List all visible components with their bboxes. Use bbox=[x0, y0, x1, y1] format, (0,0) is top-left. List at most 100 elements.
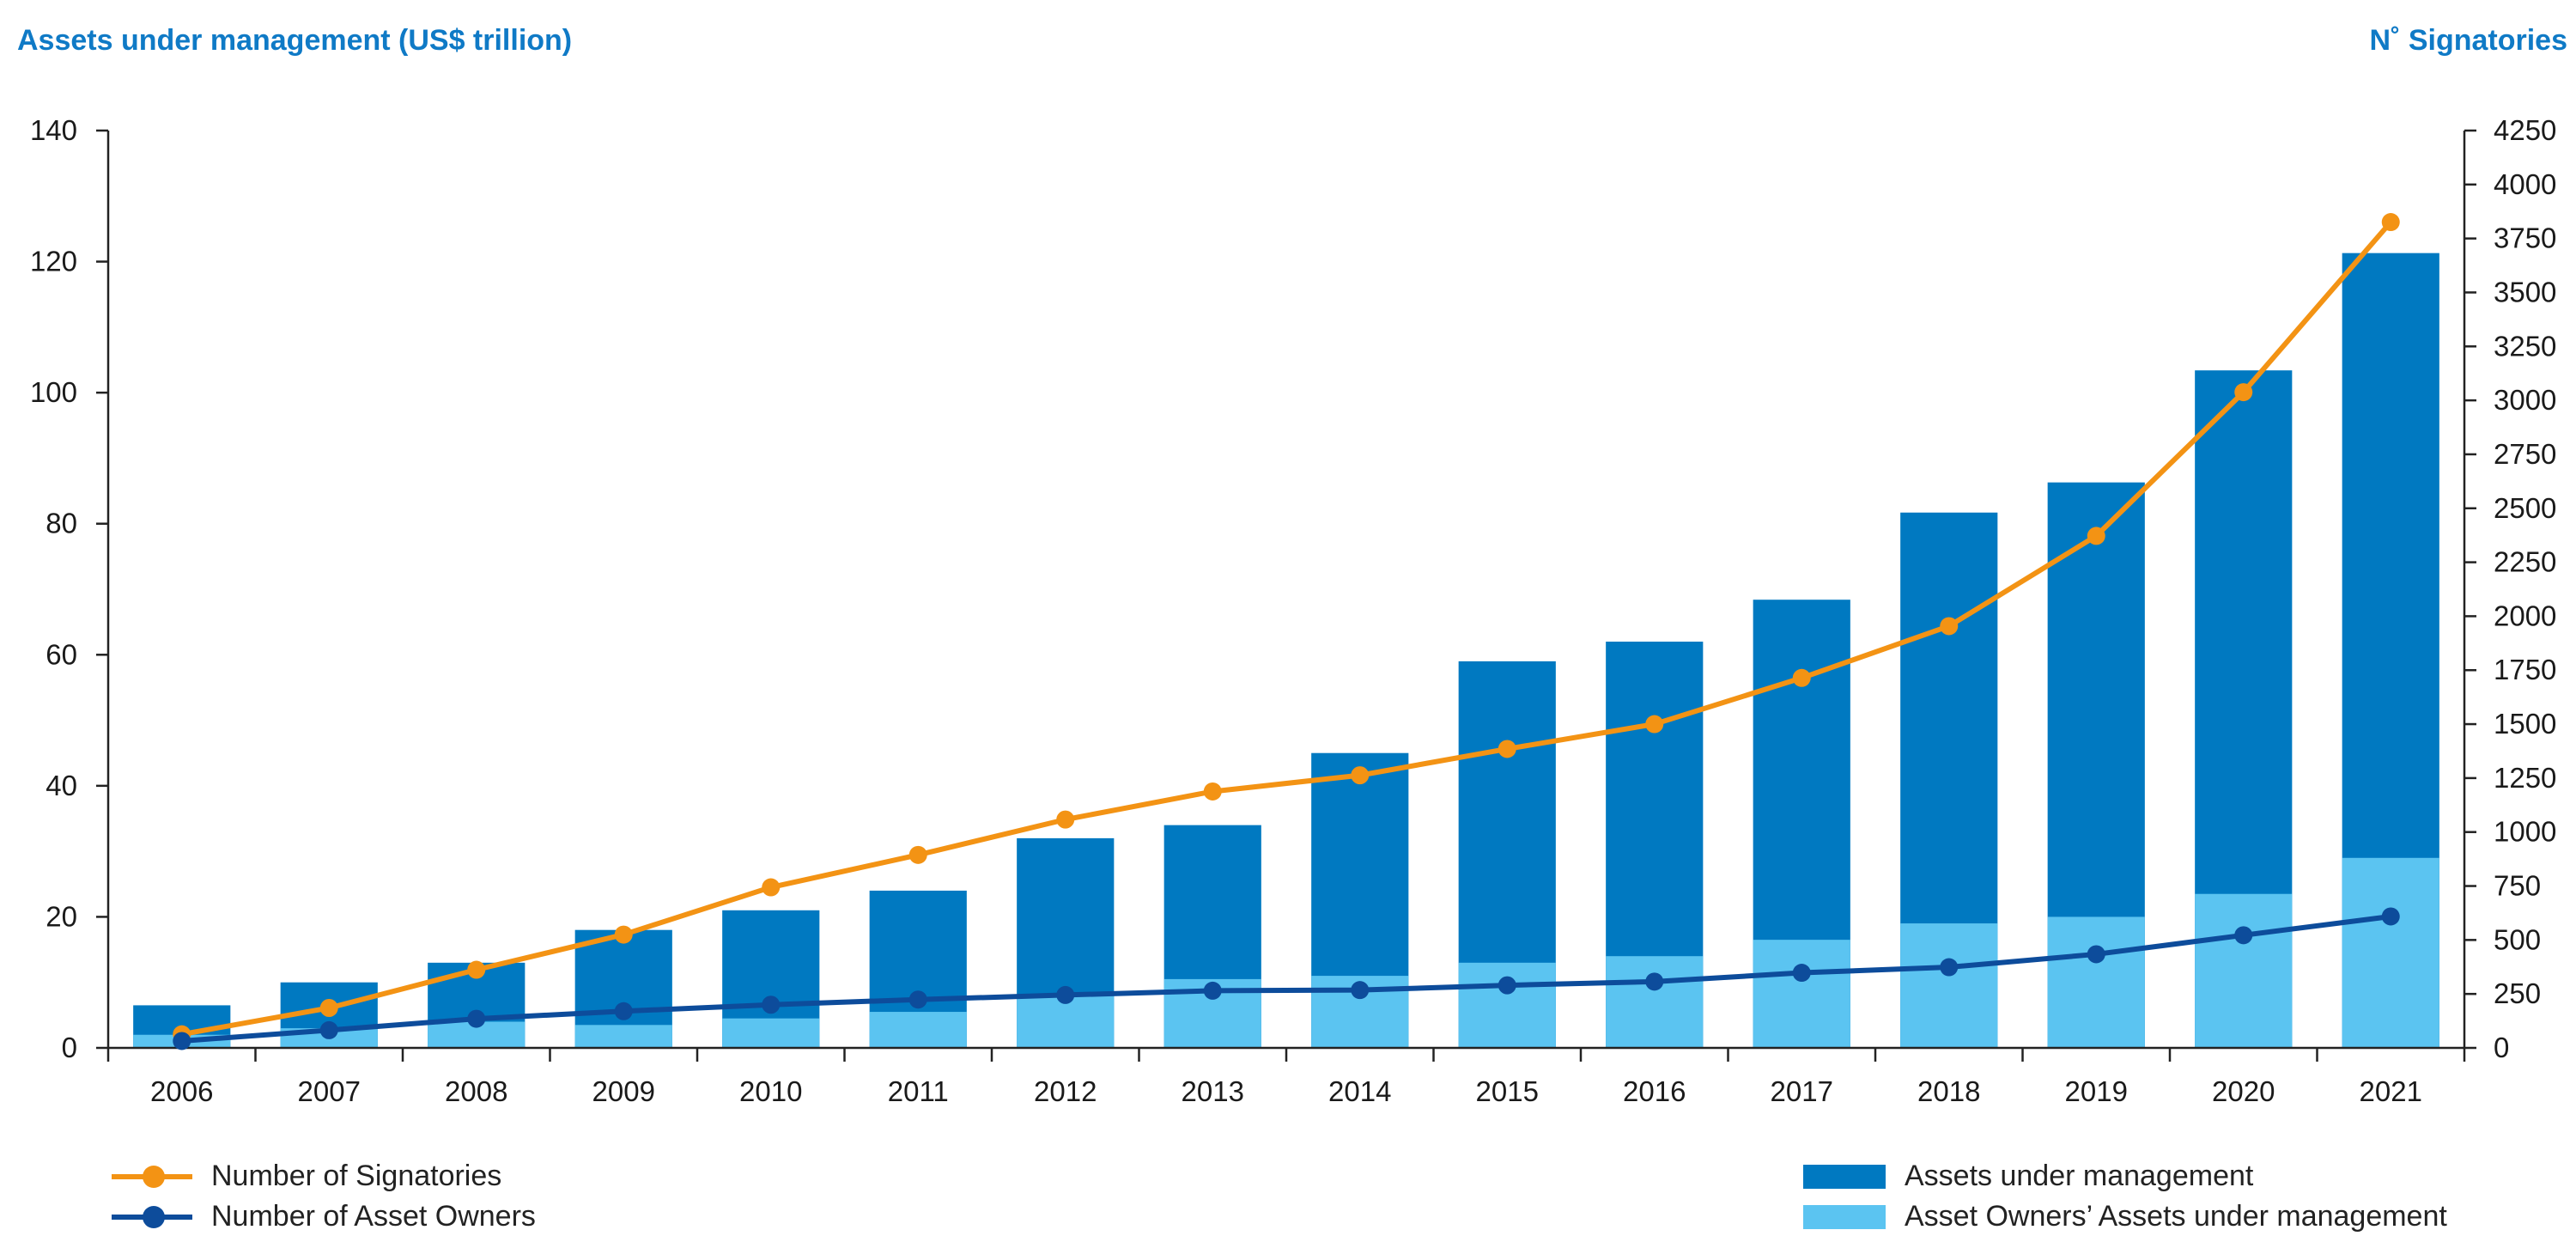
lines-layer bbox=[173, 213, 2400, 1050]
point-asset-owners-2010 bbox=[762, 995, 781, 1014]
left-tick-label: 80 bbox=[46, 508, 77, 539]
x-tick-label: 2012 bbox=[1034, 1075, 1097, 1107]
left-tick-label: 140 bbox=[30, 114, 77, 146]
point-signatories-2020 bbox=[2234, 383, 2253, 402]
left-tick-label: 100 bbox=[30, 376, 77, 408]
x-tick-label: 2014 bbox=[1328, 1075, 1391, 1107]
right-tick-label: 3250 bbox=[2494, 330, 2556, 362]
point-signatories-2007 bbox=[319, 999, 338, 1018]
right-tick-label: 4250 bbox=[2494, 114, 2556, 146]
point-asset-owners-2007 bbox=[319, 1020, 338, 1039]
x-tick-label: 2007 bbox=[298, 1075, 361, 1107]
x-tick-label: 2020 bbox=[2212, 1075, 2275, 1107]
point-asset-owners-2014 bbox=[1351, 981, 1370, 1000]
owner-aum-swatch bbox=[1803, 1204, 1886, 1229]
point-asset-owners-2018 bbox=[1940, 958, 1959, 977]
right-tick-label: 1750 bbox=[2494, 654, 2556, 685]
bar-owner-aum-2019 bbox=[2047, 916, 2145, 1048]
right-tick-label: 0 bbox=[2494, 1032, 2509, 1063]
bar-owner-aum-2021 bbox=[2342, 857, 2439, 1048]
left-tick-label: 120 bbox=[30, 246, 77, 277]
right-tick-label: 4000 bbox=[2494, 168, 2556, 200]
legend-label-aum: Assets under management bbox=[1905, 1160, 2254, 1192]
legend-item-owner-aum: Asset Owners’ Assets under management bbox=[1803, 1200, 2447, 1233]
x-tick-label: 2013 bbox=[1182, 1075, 1244, 1107]
left-tick-label: 40 bbox=[46, 770, 77, 801]
legend-label-asset-owners: Number of Asset Owners bbox=[211, 1200, 536, 1233]
bar-owner-aum-2016 bbox=[1606, 956, 1704, 1048]
left-tick-label: 20 bbox=[46, 900, 77, 932]
legend-label-owner-aum: Asset Owners’ Assets under management bbox=[1905, 1200, 2447, 1233]
point-signatories-2021 bbox=[2381, 213, 2400, 232]
legend-item-asset-owners: Number of Asset Owners bbox=[112, 1200, 536, 1233]
point-signatories-2012 bbox=[1056, 810, 1075, 829]
point-signatories-2019 bbox=[2087, 527, 2105, 545]
left-tick-label: 60 bbox=[46, 638, 77, 670]
x-tick-label: 2008 bbox=[445, 1075, 507, 1107]
point-asset-owners-2013 bbox=[1203, 981, 1222, 1000]
point-asset-owners-2021 bbox=[2381, 907, 2400, 926]
x-tick-label: 2018 bbox=[1917, 1075, 1980, 1107]
bar-owner-aum-2012 bbox=[1017, 995, 1115, 1048]
point-asset-owners-2006 bbox=[173, 1032, 191, 1050]
signatories-marker-swatch bbox=[143, 1165, 165, 1188]
point-signatories-2017 bbox=[1792, 668, 1811, 687]
line-asset-owners bbox=[181, 913, 2391, 1044]
x-tick-label: 2016 bbox=[1623, 1075, 1686, 1107]
aum-swatch bbox=[1803, 1164, 1886, 1189]
right-tick-label: 1250 bbox=[2494, 762, 2556, 794]
point-signatories-2013 bbox=[1203, 782, 1222, 801]
x-tick-label: 2017 bbox=[1771, 1075, 1833, 1107]
point-asset-owners-2017 bbox=[1792, 964, 1811, 983]
legend-item-aum: Assets under management bbox=[1803, 1160, 2253, 1193]
right-tick-label: 2000 bbox=[2494, 600, 2556, 631]
point-asset-owners-2011 bbox=[908, 990, 927, 1009]
x-tick-label: 2010 bbox=[739, 1075, 802, 1107]
point-asset-owners-2008 bbox=[467, 1009, 486, 1028]
x-tick-label: 2009 bbox=[592, 1075, 655, 1107]
point-signatories-2015 bbox=[1498, 740, 1516, 758]
x-tick-label: 2015 bbox=[1476, 1075, 1539, 1107]
point-signatories-2008 bbox=[467, 960, 486, 979]
point-asset-owners-2020 bbox=[2234, 926, 2253, 945]
point-signatories-2011 bbox=[908, 845, 927, 864]
point-signatories-2014 bbox=[1351, 766, 1370, 785]
point-asset-owners-2016 bbox=[1645, 972, 1664, 991]
right-axis-title: N˚ Signatories bbox=[2369, 24, 2567, 57]
bar-owner-aum-2009 bbox=[574, 1025, 672, 1048]
right-tick-label: 750 bbox=[2494, 870, 2541, 902]
right-tick-label: 1500 bbox=[2494, 708, 2556, 740]
bar-owner-aum-2011 bbox=[869, 1012, 967, 1048]
bar-owner-aum-2020 bbox=[2195, 893, 2293, 1048]
bar-owner-aum-2010 bbox=[722, 1018, 820, 1048]
legend-label-signatories: Number of Signatories bbox=[211, 1160, 502, 1192]
right-tick-label: 3750 bbox=[2494, 222, 2556, 254]
point-signatories-2018 bbox=[1940, 617, 1959, 636]
asset-owners-marker-swatch bbox=[143, 1205, 165, 1228]
signatories-line-swatch bbox=[112, 1165, 192, 1188]
x-tick-label: 2019 bbox=[2065, 1075, 2128, 1107]
right-tick-label: 250 bbox=[2494, 977, 2541, 1009]
point-signatories-2010 bbox=[762, 878, 781, 897]
axes-layer: 0 20 40 60 80 100 120 140 0 250 500 750 1000 1250 1500… bbox=[30, 114, 2556, 1107]
right-tick-label: 3000 bbox=[2494, 384, 2556, 416]
point-signatories-2009 bbox=[614, 925, 633, 944]
bar-owner-aum-2018 bbox=[1900, 923, 1998, 1048]
right-tick-label: 2500 bbox=[2494, 492, 2556, 524]
right-tick-label: 3500 bbox=[2494, 276, 2556, 307]
point-asset-owners-2015 bbox=[1498, 976, 1516, 995]
asset-owners-line-swatch bbox=[112, 1205, 192, 1228]
left-axis-title: Assets under management (US$ trillion) bbox=[17, 24, 573, 57]
right-tick-label: 500 bbox=[2494, 923, 2541, 955]
bars-layer bbox=[133, 253, 2439, 1049]
right-tick-label: 1000 bbox=[2494, 816, 2556, 848]
x-tick-label: 2021 bbox=[2360, 1075, 2422, 1107]
right-tick-label: 2750 bbox=[2494, 438, 2556, 470]
point-asset-owners-2019 bbox=[2087, 945, 2105, 964]
x-tick-label: 2006 bbox=[150, 1075, 213, 1107]
left-tick-label: 0 bbox=[62, 1032, 77, 1063]
legend-item-signatories: Number of Signatories bbox=[112, 1160, 501, 1193]
point-signatories-2016 bbox=[1645, 715, 1664, 734]
right-tick-label: 2250 bbox=[2494, 546, 2556, 578]
